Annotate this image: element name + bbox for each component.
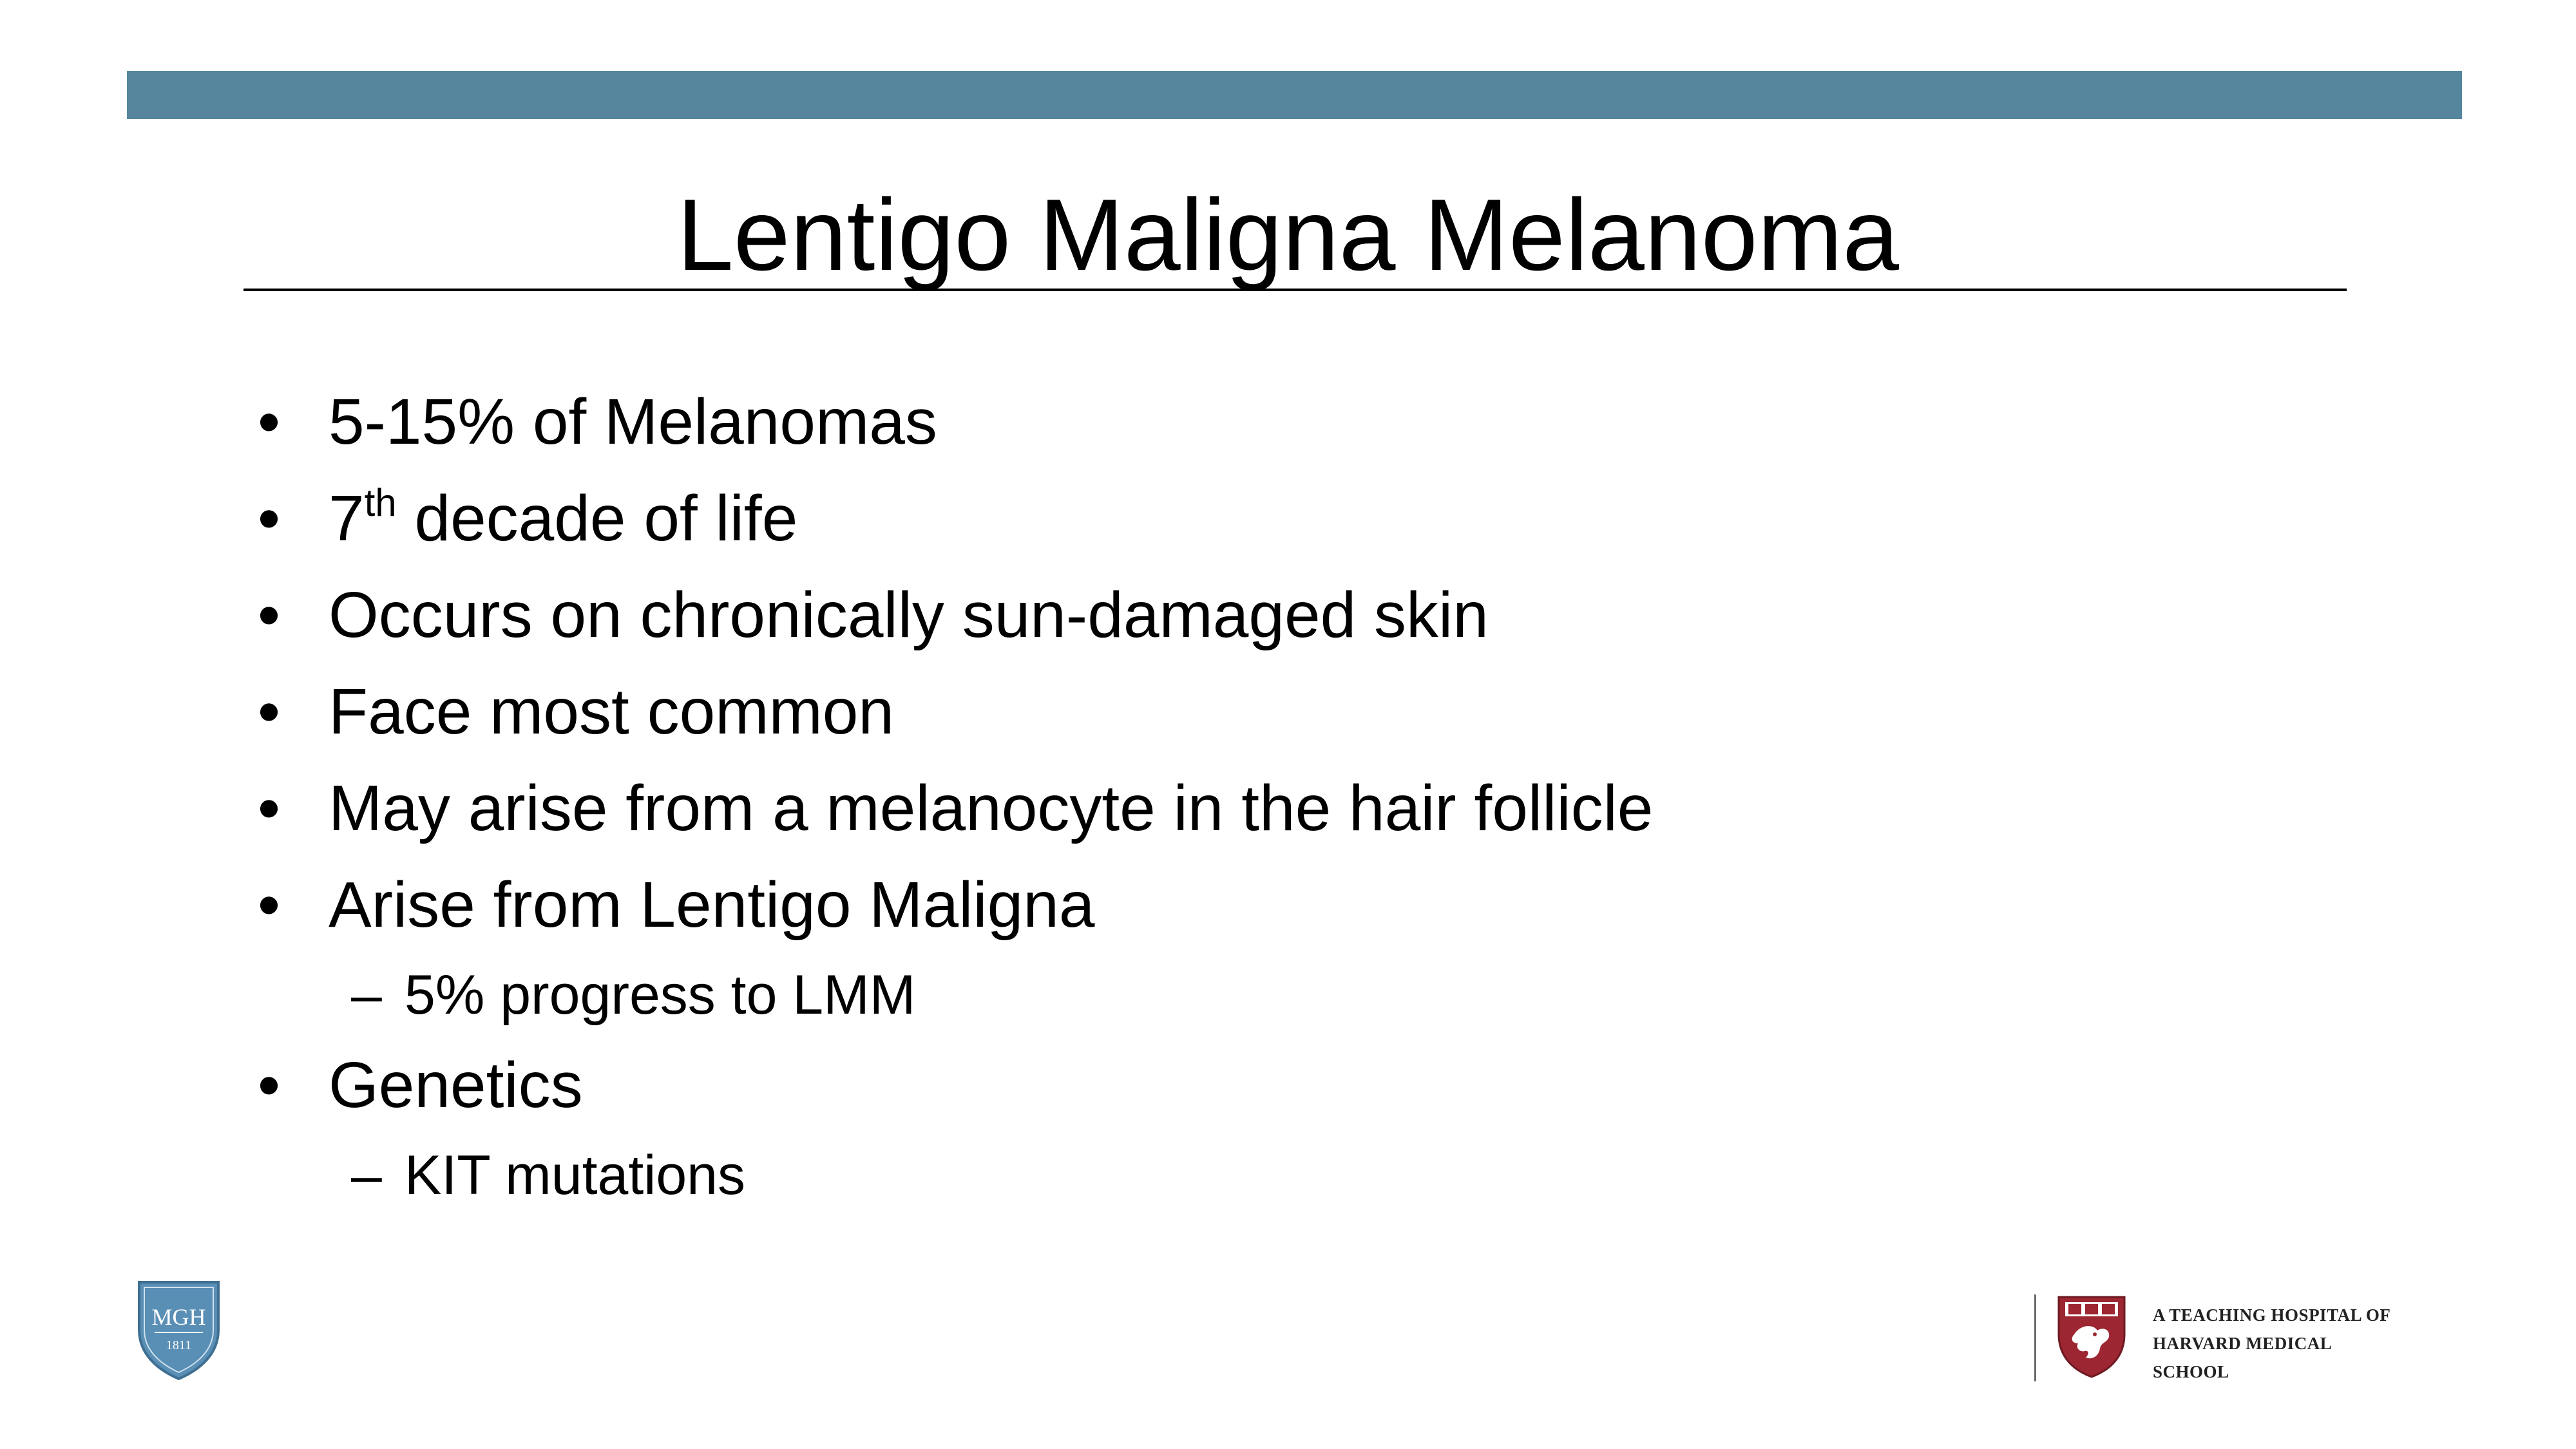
bullet-text: Arise from Lentigo Maligna xyxy=(329,869,1095,941)
sub-bullet-item: – 5% progress to LMM xyxy=(258,960,2190,1043)
bullet-dot: • xyxy=(258,386,281,458)
bullet-dot: • xyxy=(258,1049,281,1121)
bullet-text: May arise from a melanocyte in the hair … xyxy=(329,772,1654,844)
bullet-dot: • xyxy=(258,579,281,651)
bullet-text: Occurs on chronically sun-damaged skin xyxy=(329,579,1489,651)
bullet-item: • Genetics xyxy=(258,1043,2190,1140)
sub-bullet-text: KIT mutations xyxy=(405,1144,745,1206)
bullet-text-superscript: th xyxy=(364,481,397,524)
bullet-dot: • xyxy=(258,676,281,748)
header-accent-bar xyxy=(127,71,2462,119)
bullet-text: decade of life xyxy=(396,482,798,554)
bullet-item: • 5-15% of Melanomas xyxy=(258,380,2190,477)
mgh-logo-text: MGH xyxy=(151,1304,205,1330)
slide-title: Lentigo Maligna Melanoma xyxy=(676,178,1900,292)
bullet-item: • Occurs on chronically sun-damaged skin xyxy=(258,573,2190,670)
bullet-text-number: 7 xyxy=(329,482,365,554)
harvard-affiliation-line: HARVARD MEDICAL xyxy=(2153,1334,2333,1353)
bullet-dot: • xyxy=(258,482,281,554)
bullet-item: • May arise from a melanocyte in the hai… xyxy=(258,766,2190,863)
mgh-shield-icon: MGH 1811 xyxy=(138,1281,220,1381)
bullet-text: Face most common xyxy=(329,676,895,748)
harvard-shield-icon xyxy=(2057,1296,2126,1378)
bullet-item: • Face most common xyxy=(258,670,2190,766)
bullet-item: • 7th decade of life xyxy=(258,477,2190,573)
footer-divider xyxy=(2034,1294,2036,1381)
bullet-list: • 5-15% of Melanomas • 7th decade of lif… xyxy=(258,380,2190,1224)
harvard-affiliation-text: A TEACHING HOSPITAL OF HARVARD MEDICAL S… xyxy=(2153,1301,2449,1386)
sub-bullet-text: 5% progress to LMM xyxy=(405,964,916,1026)
harvard-affiliation-line: SCHOOL xyxy=(2153,1362,2229,1381)
bullet-item: • Arise from Lentigo Maligna xyxy=(258,863,2190,960)
bullet-dot: • xyxy=(258,869,281,941)
sub-bullet-dash: – xyxy=(351,1144,382,1206)
bullet-dot: • xyxy=(258,772,281,844)
title-underline xyxy=(243,289,2347,291)
bullet-text: Genetics xyxy=(329,1049,583,1121)
sub-bullet-item: – KIT mutations xyxy=(258,1140,2190,1224)
sub-bullet-dash: – xyxy=(351,964,382,1026)
bullet-text: 5-15% of Melanomas xyxy=(329,386,937,458)
harvard-affiliation-line: A TEACHING HOSPITAL OF xyxy=(2153,1305,2391,1325)
mgh-logo-year: 1811 xyxy=(166,1338,191,1352)
